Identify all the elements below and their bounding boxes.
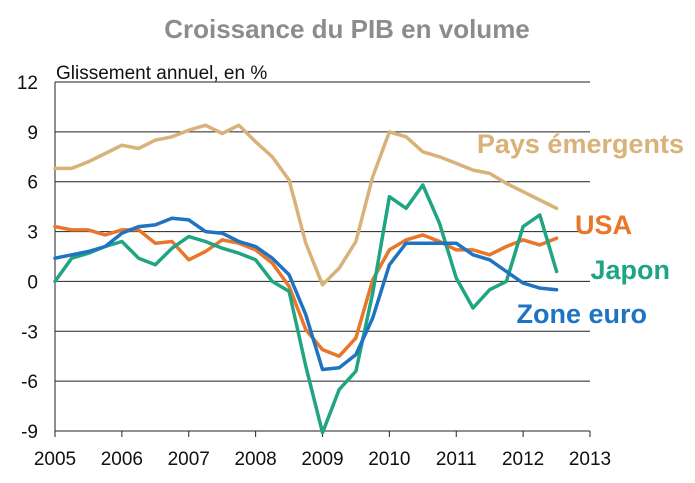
series-lines bbox=[53, 123, 559, 435]
series-label-2: Japon bbox=[590, 255, 670, 285]
y-tick-label: -9 bbox=[21, 422, 38, 443]
series-label-1: USA bbox=[575, 210, 632, 240]
chart-title: Croissance du PIB en volume bbox=[164, 14, 530, 44]
x-tick-label: 2010 bbox=[368, 449, 410, 470]
series-line-2 bbox=[53, 183, 559, 435]
series-line-1 bbox=[53, 224, 559, 358]
y-tick-label: 3 bbox=[27, 223, 38, 244]
x-tick-label: 2005 bbox=[34, 449, 76, 470]
y-axis-label: Glissement annuel, en % bbox=[56, 63, 267, 84]
x-tick-label: 2012 bbox=[502, 449, 544, 470]
series-line-0 bbox=[53, 123, 559, 287]
series-label-0: Pays émergents bbox=[477, 129, 684, 159]
series-label-3: Zone euro bbox=[516, 299, 647, 329]
x-tick-label: 2006 bbox=[101, 449, 143, 470]
y-tick-label: 9 bbox=[27, 123, 38, 144]
series-line-3 bbox=[53, 216, 559, 372]
y-ticks: -9 -6 -3 0 3 6 9 12 bbox=[17, 73, 38, 443]
x-tick-label: 2011 bbox=[436, 449, 477, 470]
x-tick-label: 2009 bbox=[301, 449, 343, 470]
y-tick-label: -6 bbox=[21, 372, 38, 393]
y-tick-label: -3 bbox=[21, 322, 38, 343]
x-tick-label: 2013 bbox=[569, 449, 611, 470]
grid bbox=[55, 81, 590, 432]
series-labels: Pays émergents USA Japon Zone euro bbox=[477, 129, 684, 329]
y-tick-label: 6 bbox=[27, 173, 38, 194]
y-tick-label: 12 bbox=[17, 73, 38, 94]
x-ticks: 2005 2006 2007 2008 2009 2010 2011 2012 2013 bbox=[34, 431, 611, 470]
x-tick-label: 2008 bbox=[234, 449, 276, 470]
x-tick-label: 2007 bbox=[168, 449, 210, 470]
y-tick-label: 0 bbox=[27, 272, 38, 293]
